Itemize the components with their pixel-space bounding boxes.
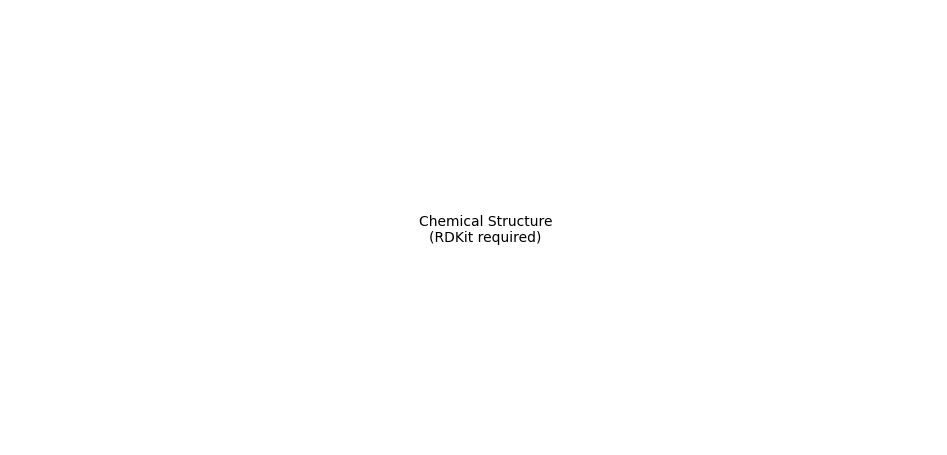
Text: Chemical Structure
(RDKit required): Chemical Structure (RDKit required): [419, 215, 552, 245]
